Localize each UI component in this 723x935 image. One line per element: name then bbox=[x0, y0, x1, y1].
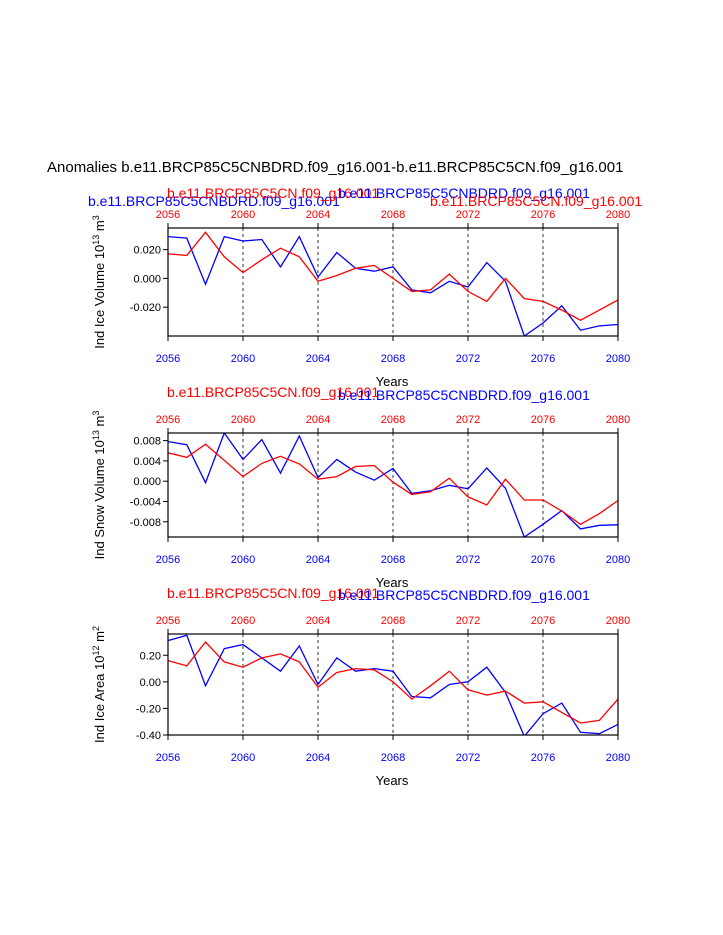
y-tick-label: -0.20 bbox=[136, 703, 161, 715]
series-title-mid: b.e11.BRCP85C5CN.f09_g16.001 bbox=[167, 585, 379, 601]
x-bottom-tick-label: 2064 bbox=[306, 554, 330, 566]
x-top-tick-label: 2056 bbox=[156, 414, 180, 426]
y-axis-label: Ind Snow Volume 1013 m3 bbox=[91, 411, 107, 560]
x-bottom-tick-label: 2068 bbox=[381, 353, 405, 365]
x-bottom-tick-label: 2072 bbox=[456, 353, 480, 365]
x-top-tick-label: 2064 bbox=[306, 414, 330, 426]
x-top-tick-label: 2076 bbox=[531, 414, 555, 426]
y-axis-label: Ind Ice Volume 1013 m3 bbox=[91, 215, 107, 349]
x-top-tick-label: 2064 bbox=[306, 209, 330, 221]
x-bottom-tick-label: 2064 bbox=[306, 353, 330, 365]
x-bottom-tick-label: 2060 bbox=[231, 752, 255, 764]
x-top-tick-label: 2060 bbox=[231, 615, 255, 627]
y-axis-label: Ind Ice Area 1012 m2 bbox=[91, 626, 107, 743]
main-title: Anomalies b.e11.BRCP85C5CNBDRD.f09_g16.0… bbox=[47, 159, 623, 176]
x-bottom-tick-label: 2056 bbox=[156, 752, 180, 764]
series-title-left: b.e11.BRCP85C5CNBDRD.f09_g16.001 bbox=[88, 193, 340, 209]
x-bottom-tick-label: 2060 bbox=[231, 554, 255, 566]
x-top-tick-label: 2072 bbox=[456, 615, 480, 627]
series-line-bdrd bbox=[168, 433, 618, 537]
y-tick-label: 0.000 bbox=[133, 476, 161, 488]
series-line-bdrd bbox=[168, 634, 618, 735]
series-title-mid-overlay: b.e11.BRCP85C5CNBDRD.f09_g16.001 bbox=[338, 185, 590, 201]
x-bottom-tick-label: 2064 bbox=[306, 752, 330, 764]
panel-3: b.e11.BRCP85C5CN.f09_g16.001b.e11.BRCP85… bbox=[91, 585, 630, 788]
x-bottom-tick-label: 2076 bbox=[531, 353, 555, 365]
x-top-tick-label: 2068 bbox=[381, 615, 405, 627]
x-bottom-tick-label: 2076 bbox=[531, 554, 555, 566]
x-top-tick-label: 2068 bbox=[381, 209, 405, 221]
series-line-bdrd bbox=[168, 235, 618, 336]
x-bottom-tick-label: 2056 bbox=[156, 353, 180, 365]
x-bottom-tick-label: 2080 bbox=[606, 554, 630, 566]
x-bottom-tick-label: 2072 bbox=[456, 554, 480, 566]
y-tick-label: 0.020 bbox=[133, 245, 161, 257]
x-bottom-tick-label: 2080 bbox=[606, 353, 630, 365]
x-bottom-tick-label: 2068 bbox=[381, 752, 405, 764]
y-tick-label: 0.004 bbox=[133, 456, 161, 468]
panels-group: b.e11.BRCP85C5CNBDRD.f09_g16.001b.e11.BR… bbox=[88, 185, 642, 788]
x-top-tick-label: 2072 bbox=[456, 209, 480, 221]
x-top-tick-label: 2080 bbox=[606, 615, 630, 627]
panel-1: b.e11.BRCP85C5CNBDRD.f09_g16.001b.e11.BR… bbox=[88, 185, 642, 389]
x-top-tick-label: 2076 bbox=[531, 209, 555, 221]
x-top-tick-label: 2056 bbox=[156, 209, 180, 221]
y-tick-label: -0.004 bbox=[130, 496, 161, 508]
x-bottom-tick-label: 2072 bbox=[456, 752, 480, 764]
x-axis-label: Years bbox=[376, 374, 409, 389]
y-tick-label: -0.40 bbox=[136, 730, 161, 742]
x-top-tick-label: 2064 bbox=[306, 615, 330, 627]
x-bottom-tick-label: 2076 bbox=[531, 752, 555, 764]
x-top-tick-label: 2076 bbox=[531, 615, 555, 627]
x-axis-label: Years bbox=[376, 773, 409, 788]
panel-2: b.e11.BRCP85C5CN.f09_g16.001b.e11.BRCP85… bbox=[91, 384, 630, 590]
x-bottom-tick-label: 2056 bbox=[156, 554, 180, 566]
y-tick-label: 0.000 bbox=[133, 273, 161, 285]
plot-frame bbox=[167, 432, 619, 538]
x-top-tick-label: 2056 bbox=[156, 615, 180, 627]
x-bottom-tick-label: 2080 bbox=[606, 752, 630, 764]
series-line-cn bbox=[168, 641, 618, 724]
series-title-mid-overlay: b.e11.BRCP85C5CNBDRD.f09_g16.001 bbox=[338, 387, 590, 403]
x-top-tick-label: 2060 bbox=[231, 209, 255, 221]
plot-frame bbox=[167, 227, 619, 337]
x-top-tick-label: 2068 bbox=[381, 414, 405, 426]
x-bottom-tick-label: 2068 bbox=[381, 554, 405, 566]
y-tick-label: -0.008 bbox=[130, 517, 161, 529]
y-tick-label: -0.020 bbox=[130, 302, 161, 314]
y-tick-label: 0.20 bbox=[140, 650, 161, 662]
series-line-cn bbox=[168, 443, 618, 526]
y-tick-label: 0.00 bbox=[140, 677, 161, 689]
x-top-tick-label: 2072 bbox=[456, 414, 480, 426]
series-title-mid-overlay: b.e11.BRCP85C5CNBDRD.f09_g16.001 bbox=[338, 587, 590, 603]
x-top-tick-label: 2060 bbox=[231, 414, 255, 426]
plot-frame bbox=[167, 633, 619, 736]
series-title-mid: b.e11.BRCP85C5CN.f09_g16.001 bbox=[167, 384, 379, 400]
x-top-tick-label: 2080 bbox=[606, 209, 630, 221]
series-line-cn bbox=[168, 231, 618, 321]
series-title-mid: b.e11.BRCP85C5CN.f09_g16.001 bbox=[167, 185, 379, 201]
x-bottom-tick-label: 2060 bbox=[231, 353, 255, 365]
y-tick-label: 0.008 bbox=[133, 436, 161, 448]
x-top-tick-label: 2080 bbox=[606, 414, 630, 426]
x-axis-label: Years bbox=[376, 575, 409, 590]
series-title-right: b.e11.BRCP85C5CN.f09_g16.001 bbox=[430, 193, 642, 209]
